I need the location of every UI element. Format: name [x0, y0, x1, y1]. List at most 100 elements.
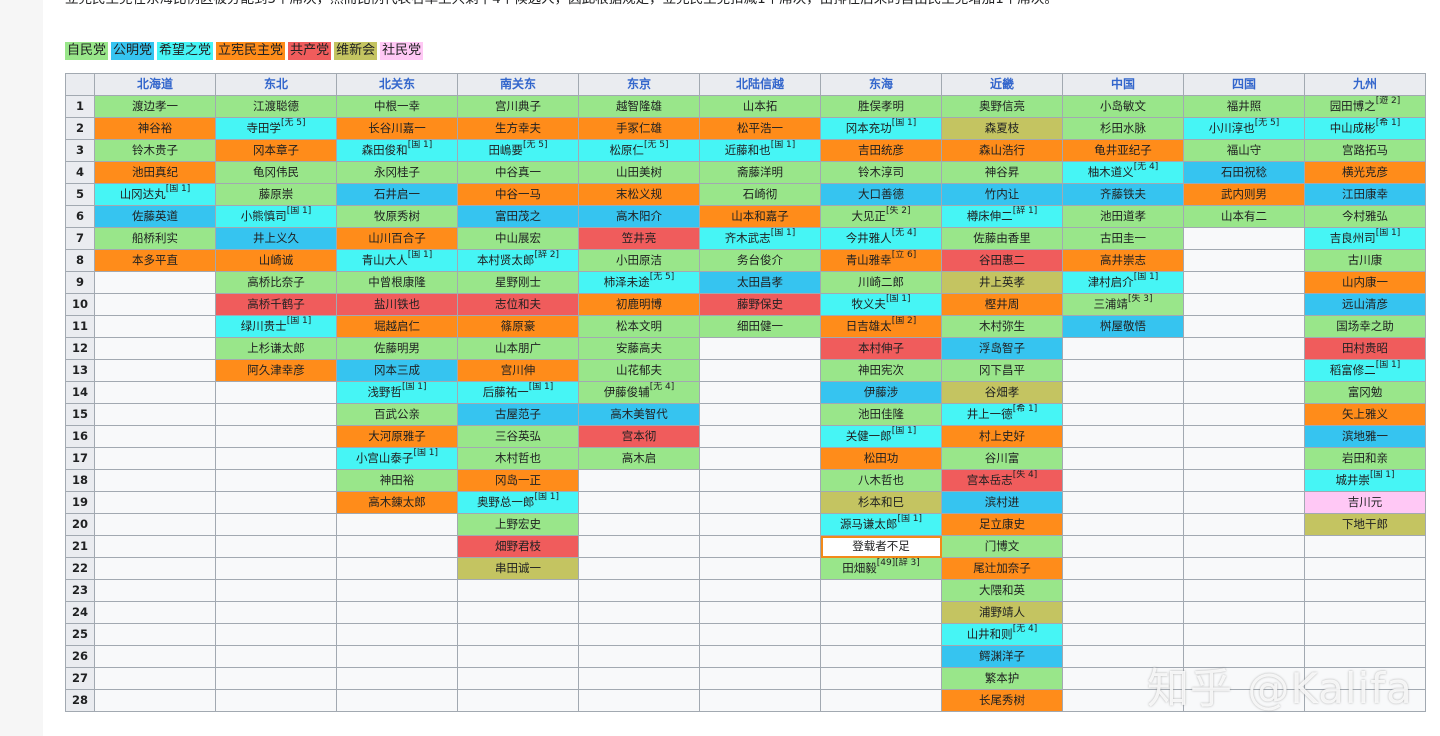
- candidate-name[interactable]: 源马谦太郎: [839, 517, 898, 531]
- candidate-name[interactable]: 宫本岳志: [966, 473, 1013, 487]
- footnote-ref[interactable]: [国 1]: [1133, 272, 1159, 283]
- region-header[interactable]: 东北: [215, 73, 337, 96]
- candidate-name[interactable]: 横光克彦: [1342, 165, 1388, 179]
- candidate-name[interactable]: 本多平直: [132, 253, 178, 267]
- candidate-name[interactable]: 寺田学: [246, 121, 281, 135]
- footnote-ref[interactable]: [国 1]: [528, 382, 554, 393]
- candidate-name[interactable]: 鳄渊洋子: [979, 649, 1025, 663]
- candidate-name[interactable]: 樽床伸二: [966, 209, 1013, 223]
- candidate-name[interactable]: 冈本充功: [845, 121, 892, 135]
- candidate-name[interactable]: 山田美树: [616, 165, 662, 179]
- candidate-name[interactable]: 池田佳隆: [858, 407, 904, 421]
- candidate-name[interactable]: 高井崇志: [1100, 253, 1146, 267]
- candidate-name[interactable]: 谷川富: [984, 451, 1020, 465]
- candidate-name[interactable]: 龟井亚纪子: [1094, 143, 1152, 157]
- footnote-ref[interactable]: [辞 2]: [534, 250, 560, 261]
- candidate-name[interactable]: 藤原崇: [258, 187, 294, 201]
- candidate-name[interactable]: 小岛敏文: [1100, 99, 1146, 113]
- candidate-name[interactable]: 吉田统彦: [858, 143, 904, 157]
- candidate-name[interactable]: 高桥千鹤子: [247, 297, 305, 311]
- candidate-name[interactable]: 长尾秀树: [979, 693, 1025, 707]
- footnote-ref[interactable]: [无 5]: [1254, 118, 1280, 129]
- candidate-name[interactable]: 宫川典子: [495, 99, 541, 113]
- candidate-name[interactable]: 浅野哲: [367, 385, 402, 399]
- candidate-name[interactable]: 池田真纪: [132, 165, 178, 179]
- candidate-name[interactable]: 门博文: [984, 539, 1020, 553]
- footnote-ref[interactable]: [辞 1]: [1012, 206, 1038, 217]
- footnote-ref[interactable]: [无 5]: [643, 140, 669, 151]
- footnote-ref[interactable]: [国 1]: [891, 118, 917, 129]
- candidate-name[interactable]: 川崎二郎: [858, 275, 904, 289]
- footnote-ref[interactable]: [国 1]: [286, 316, 312, 327]
- footnote-ref[interactable]: [国 1]: [401, 382, 427, 393]
- region-header[interactable]: 南关东: [457, 73, 579, 96]
- footnote-ref[interactable]: [国 1]: [1375, 360, 1401, 371]
- candidate-name[interactable]: 宫本彻: [621, 429, 657, 443]
- footnote-ref[interactable]: [失 4]: [1012, 470, 1038, 481]
- candidate-name[interactable]: 佐藤明男: [374, 341, 420, 355]
- candidate-name[interactable]: 大口善德: [858, 187, 904, 201]
- candidate-name[interactable]: 森山浩行: [979, 143, 1025, 157]
- candidate-name[interactable]: 田村贵昭: [1342, 341, 1388, 355]
- footnote-ref[interactable]: [无 5]: [649, 272, 675, 283]
- candidate-name[interactable]: 上野宏史: [495, 517, 541, 531]
- footnote-ref[interactable]: [国 1]: [407, 140, 433, 151]
- candidate-name[interactable]: 中山展宏: [495, 231, 541, 245]
- region-header[interactable]: 四国: [1183, 73, 1305, 96]
- candidate-name[interactable]: 高木阳介: [616, 209, 662, 223]
- candidate-name[interactable]: 神谷裕: [137, 121, 173, 135]
- candidate-name[interactable]: 森田俊和: [361, 143, 408, 157]
- candidate-name[interactable]: 中根一幸: [374, 99, 420, 113]
- footnote-ref[interactable]: [国 1]: [770, 228, 796, 239]
- candidate-name[interactable]: 山本朋广: [495, 341, 541, 355]
- candidate-name[interactable]: 上杉谦太郎: [247, 341, 305, 355]
- candidate-name[interactable]: 稻富修二: [1329, 363, 1376, 377]
- candidate-name[interactable]: 松原仁: [609, 143, 644, 157]
- candidate-name[interactable]: 高木启: [621, 451, 657, 465]
- candidate-name[interactable]: 滨地雅一: [1342, 429, 1388, 443]
- candidate-name[interactable]: 吉川元: [1347, 495, 1383, 509]
- candidate-name[interactable]: 杉田水脉: [1100, 121, 1146, 135]
- candidate-name[interactable]: 三浦靖: [1093, 297, 1128, 311]
- candidate-name[interactable]: 尾辻加奈子: [973, 561, 1031, 575]
- footnote-ref[interactable]: [国 1]: [897, 514, 923, 525]
- candidate-name[interactable]: 冈本三成: [374, 363, 420, 377]
- candidate-name[interactable]: 今村雅弘: [1342, 209, 1388, 223]
- footnote-ref[interactable]: [遊 2]: [1375, 96, 1401, 107]
- candidate-name[interactable]: 盐川铁也: [374, 297, 420, 311]
- footnote-ref[interactable]: [希 1]: [1375, 118, 1401, 129]
- candidate-name[interactable]: 浮岛智子: [979, 341, 1025, 355]
- candidate-name[interactable]: 细田健一: [737, 319, 783, 333]
- candidate-name[interactable]: 矢上雅义: [1342, 407, 1388, 421]
- footnote-ref[interactable]: [国 1]: [407, 250, 433, 261]
- candidate-name[interactable]: 石崎彻: [742, 187, 778, 201]
- candidate-name[interactable]: 今井雅人: [845, 231, 892, 245]
- region-header[interactable]: 北关东: [336, 73, 458, 96]
- candidate-name[interactable]: 大河原雅子: [368, 429, 426, 443]
- candidate-name[interactable]: 安藤高夫: [616, 341, 662, 355]
- region-header[interactable]: 北陆信越: [699, 73, 821, 96]
- candidate-name[interactable]: 后藤祐一: [482, 385, 529, 399]
- footnote-ref[interactable]: [国 1]: [413, 448, 439, 459]
- footnote-ref[interactable]: [无 4]: [1012, 624, 1038, 635]
- candidate-name[interactable]: 青山大人: [361, 253, 408, 267]
- footnote-ref[interactable]: [国 1]: [891, 426, 917, 437]
- candidate-name[interactable]: 吉良州司: [1329, 231, 1376, 245]
- candidate-name[interactable]: 冈岛一正: [495, 473, 541, 487]
- footnote-ref[interactable]: [无 5]: [522, 140, 548, 151]
- candidate-name[interactable]: 城井崇: [1335, 473, 1370, 487]
- candidate-name[interactable]: 松平浩一: [737, 121, 783, 135]
- candidate-name[interactable]: 铃木贵子: [132, 143, 178, 157]
- region-header[interactable]: 九州: [1304, 73, 1426, 96]
- candidate-name[interactable]: 柚木道义: [1087, 165, 1134, 179]
- candidate-name[interactable]: 森夏枝: [984, 121, 1020, 135]
- candidate-name[interactable]: 三谷英弘: [495, 429, 541, 443]
- candidate-name[interactable]: 石井启一: [374, 187, 420, 201]
- footnote-ref[interactable]: [国 1]: [885, 294, 911, 305]
- candidate-name[interactable]: 渡边孝一: [132, 99, 178, 113]
- candidate-name[interactable]: 奥野信亮: [979, 99, 1025, 113]
- candidate-name[interactable]: 星野刚士: [495, 275, 541, 289]
- candidate-name[interactable]: 神田裕: [379, 473, 415, 487]
- candidate-name[interactable]: 船桥利实: [132, 231, 178, 245]
- candidate-name[interactable]: 生方幸夫: [495, 121, 541, 135]
